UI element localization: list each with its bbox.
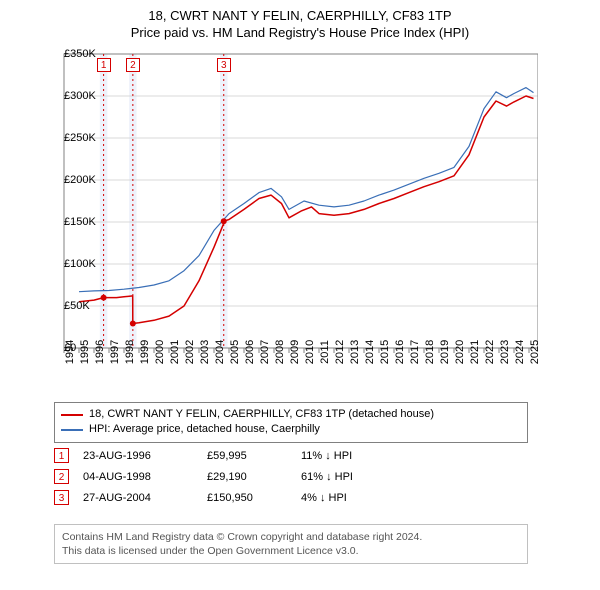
x-tick-label: 2009 xyxy=(289,340,301,364)
sale-marker: 3 xyxy=(217,58,231,72)
x-tick-label: 2007 xyxy=(259,340,271,364)
event-diff: 11% ↓ HPI xyxy=(301,450,352,462)
event-price: £29,190 xyxy=(207,471,287,483)
x-tick-label: 1995 xyxy=(79,340,91,364)
x-tick-label: 2021 xyxy=(469,340,481,364)
sale-marker: 2 xyxy=(126,58,140,72)
page-subtitle: Price paid vs. HM Land Registry's House … xyxy=(10,25,590,42)
event-row: 1 23-AUG-1996 £59,995 11% ↓ HPI xyxy=(54,448,353,463)
x-tick-label: 2008 xyxy=(274,340,286,364)
event-diff: 61% ↓ HPI xyxy=(301,471,353,483)
event-row: 2 04-AUG-1998 £29,190 61% ↓ HPI xyxy=(54,469,353,484)
events-table: 1 23-AUG-1996 £59,995 11% ↓ HPI 2 04-AUG-1998… xyxy=(54,442,353,511)
x-tick-label: 2015 xyxy=(379,340,391,364)
x-tick-label: 2013 xyxy=(349,340,361,364)
x-tick-label: 2010 xyxy=(304,340,316,364)
legend-swatch xyxy=(61,429,83,431)
attribution-line: Contains HM Land Registry data © Crown c… xyxy=(62,530,520,544)
x-tick-label: 2001 xyxy=(169,340,181,364)
x-tick-label: 2000 xyxy=(154,340,166,364)
event-marker: 2 xyxy=(54,469,69,484)
sale-marker: 1 xyxy=(97,58,111,72)
x-tick-label: 2012 xyxy=(334,340,346,364)
event-price: £150,950 xyxy=(207,492,287,504)
x-tick-label: 2020 xyxy=(454,340,466,364)
legend-label: HPI: Average price, detached house, Caer… xyxy=(89,422,320,437)
x-tick-label: 2019 xyxy=(439,340,451,364)
legend: 18, CWRT NANT Y FELIN, CAERPHILLY, CF83 … xyxy=(54,402,528,443)
event-date: 04-AUG-1998 xyxy=(83,471,193,483)
x-tick-label: 2005 xyxy=(229,340,241,364)
x-tick-label: 1998 xyxy=(124,340,136,364)
x-tick-label: 2025 xyxy=(529,340,541,364)
x-tick-label: 2003 xyxy=(199,340,211,364)
x-tick-label: 1994 xyxy=(64,340,76,364)
event-diff: 4% ↓ HPI xyxy=(301,492,347,504)
legend-item: 18, CWRT NANT Y FELIN, CAERPHILLY, CF83 … xyxy=(61,407,521,422)
legend-label: 18, CWRT NANT Y FELIN, CAERPHILLY, CF83 … xyxy=(89,407,434,422)
x-tick-label: 2016 xyxy=(394,340,406,364)
x-tick-label: 2018 xyxy=(424,340,436,364)
x-tick-label: 2022 xyxy=(484,340,496,364)
event-marker: 1 xyxy=(54,448,69,463)
x-tick-label: 2023 xyxy=(499,340,511,364)
x-tick-label: 2006 xyxy=(244,340,256,364)
legend-item: HPI: Average price, detached house, Caer… xyxy=(61,422,521,437)
chart-area: £0£50K£100K£150K£200K£250K£300K£350K1994… xyxy=(18,48,538,368)
x-tick-label: 1999 xyxy=(139,340,151,364)
event-date: 23-AUG-1996 xyxy=(83,450,193,462)
x-tick-label: 2002 xyxy=(184,340,196,364)
x-tick-label: 2011 xyxy=(319,340,331,364)
attribution-line: This data is licensed under the Open Gov… xyxy=(62,544,520,558)
x-tick-label: 2014 xyxy=(364,340,376,364)
page-title: 18, CWRT NANT Y FELIN, CAERPHILLY, CF83 … xyxy=(10,8,590,25)
x-tick-label: 1997 xyxy=(109,340,121,364)
x-tick-label: 2017 xyxy=(409,340,421,364)
x-tick-label: 2004 xyxy=(214,340,226,364)
attribution-box: Contains HM Land Registry data © Crown c… xyxy=(54,524,528,564)
event-marker: 3 xyxy=(54,490,69,505)
x-tick-label: 2024 xyxy=(514,340,526,364)
x-tick-label: 1996 xyxy=(94,340,106,364)
event-price: £59,995 xyxy=(207,450,287,462)
legend-swatch xyxy=(61,414,83,416)
event-row: 3 27-AUG-2004 £150,950 4% ↓ HPI xyxy=(54,490,353,505)
event-date: 27-AUG-2004 xyxy=(83,492,193,504)
